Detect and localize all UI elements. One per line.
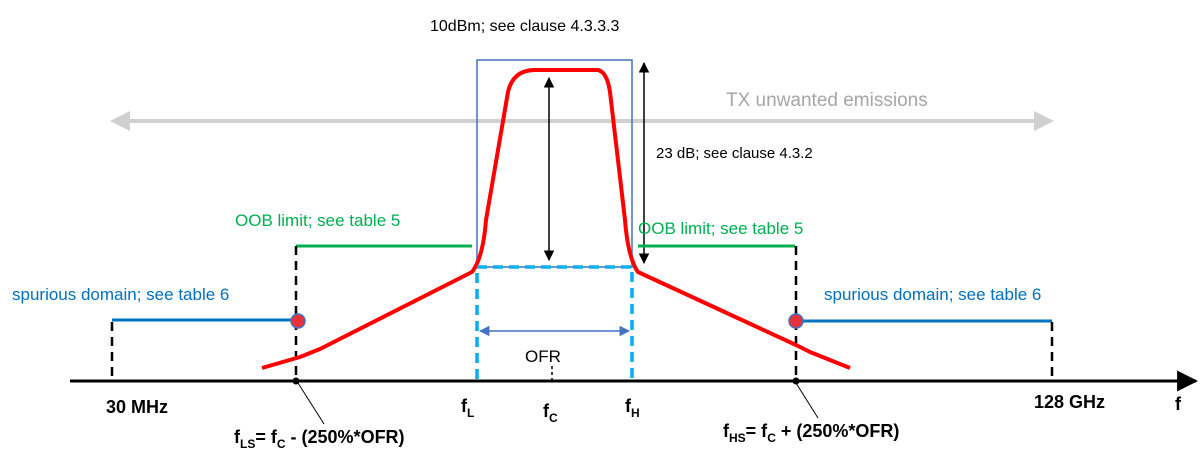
f-axis-label: f [1175,394,1182,414]
spurious-left-label: spurious domain; see table 6 [12,285,229,304]
f-ls-axis-dot [292,377,300,385]
f-ls-pointer [297,382,325,425]
ofr-dashed-box [475,265,634,379]
spurious-left-boundary-dot [290,313,306,329]
f-ls-formula: fLS= fC - (250%*OFR) [234,427,405,451]
f-l-label: fL [461,396,474,420]
f-hs-axis-dot [792,377,800,385]
f-hs-pointer [795,382,819,419]
power-limit-label: 10dBm; see clause 4.3.3.3 [430,18,620,35]
f-c-label: fC [543,401,558,425]
dynamic-range-label: 23 dB; see clause 4.3.2 [656,145,813,162]
start-freq-label: 30 MHz [106,397,168,417]
oob-limit-left-label: OOB limit; see table 5 [235,211,400,230]
ofr-label: OFR [525,347,561,366]
tx-unwanted-label: TX unwanted emissions [726,90,928,111]
emission-mask-curve [261,68,851,370]
channel-box [476,59,633,268]
f-h-label: fH [625,396,640,420]
f-hs-formula: fHS= fC + (250%*OFR) [723,421,899,445]
end-freq-label: 128 GHz [1034,392,1105,412]
oob-limit-right-label: OOB limit; see table 5 [638,219,803,238]
spurious-right-boundary-dot [788,313,804,329]
spurious-right-label: spurious domain; see table 6 [824,285,1041,304]
